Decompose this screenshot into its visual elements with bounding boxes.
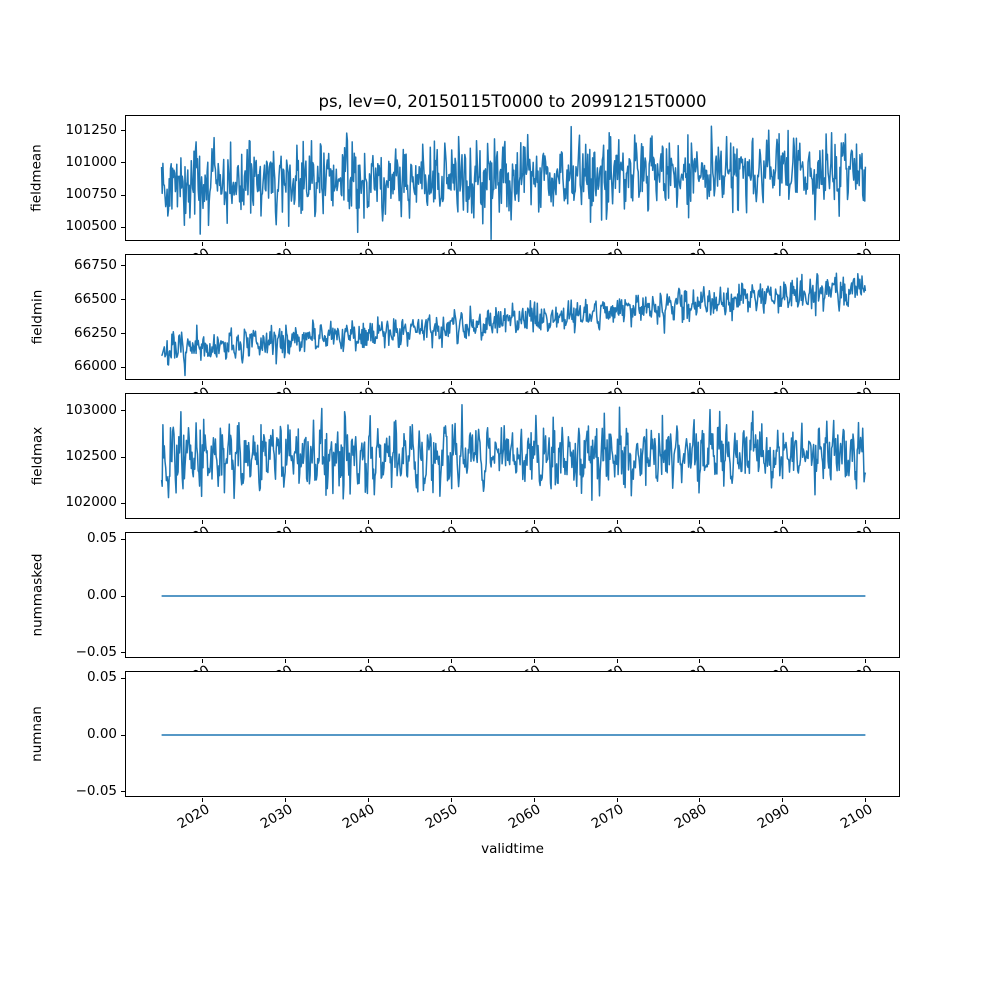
x-tick-mark bbox=[616, 659, 618, 663]
y-tick-label: 103000 bbox=[65, 401, 117, 418]
x-tick-mark bbox=[865, 520, 867, 524]
subplot-fieldmax: fieldmax 1020001025001030002020203020402… bbox=[29, 393, 900, 554]
x-tick-mark bbox=[202, 798, 204, 802]
x-tick-mark bbox=[450, 381, 452, 385]
y-tick-mark bbox=[121, 791, 125, 793]
y-tick-mark bbox=[121, 162, 125, 164]
series-plot bbox=[160, 404, 867, 501]
x-tick-mark bbox=[616, 798, 618, 802]
y-tick-mark bbox=[121, 366, 125, 368]
x-tick-mark bbox=[533, 381, 535, 385]
y-tick-label: 66500 bbox=[74, 290, 117, 307]
y-tick-mark bbox=[121, 595, 125, 597]
y-tick-label: 0.05 bbox=[86, 530, 117, 547]
y-tick-label: 102000 bbox=[65, 494, 117, 511]
subplot-nummasked: nummasked 0.050.00−0.0520202030204020502… bbox=[29, 531, 900, 693]
x-tick-mark bbox=[782, 659, 784, 663]
x-tick-mark bbox=[450, 798, 452, 802]
y-tick-label: −0.05 bbox=[75, 782, 117, 799]
subplot-fieldmean: fieldmean 100500100750101000101250202020… bbox=[29, 115, 900, 276]
x-tick-mark bbox=[616, 520, 618, 524]
y-tick-mark bbox=[121, 410, 125, 412]
x-tick-mark bbox=[285, 242, 287, 246]
x-tick-mark bbox=[367, 798, 369, 802]
chart-title: ps, lev=0, 20150115T0000 to 20991215T000… bbox=[318, 92, 707, 111]
x-tick-mark bbox=[450, 242, 452, 246]
x-tick-mark bbox=[367, 242, 369, 246]
y-tick-mark bbox=[121, 677, 125, 679]
y-tick-label: 66000 bbox=[74, 358, 117, 375]
y-tick-mark bbox=[121, 502, 125, 504]
x-tick-mark bbox=[450, 659, 452, 663]
x-tick-mark bbox=[202, 520, 204, 524]
y-tick-mark bbox=[121, 456, 125, 458]
y-tick-label: 0.00 bbox=[86, 587, 117, 603]
series-plot bbox=[160, 272, 867, 377]
y-tick-mark bbox=[121, 130, 125, 132]
x-tick-mark bbox=[285, 520, 287, 524]
x-tick-mark bbox=[285, 798, 287, 802]
x-tick-mark bbox=[865, 381, 867, 385]
series-plot bbox=[160, 125, 867, 240]
series-plot bbox=[161, 734, 866, 736]
x-tick-mark bbox=[450, 520, 452, 524]
series-line bbox=[160, 272, 867, 377]
y-tick-label: 100500 bbox=[65, 218, 117, 235]
x-tick-mark bbox=[699, 242, 701, 246]
y-tick-label: 0.05 bbox=[86, 669, 117, 686]
y-tick-mark bbox=[121, 652, 125, 654]
y-tick-label: 101250 bbox=[65, 121, 117, 138]
x-tick-mark bbox=[533, 798, 535, 802]
series-line bbox=[160, 125, 867, 240]
y-tick-mark bbox=[121, 265, 125, 267]
x-tick-mark bbox=[865, 659, 867, 663]
y-tick-label: 66750 bbox=[74, 256, 117, 273]
y-tick-label: 102500 bbox=[65, 448, 117, 464]
x-tick-mark bbox=[782, 242, 784, 246]
y-tick-mark bbox=[121, 538, 125, 540]
x-tick-mark bbox=[367, 520, 369, 524]
x-tick-mark bbox=[699, 798, 701, 802]
y-tick-label: 101000 bbox=[65, 153, 117, 170]
x-tick-mark bbox=[202, 381, 204, 385]
y-tick-label: 66250 bbox=[74, 324, 117, 341]
y-tick-mark bbox=[121, 333, 125, 335]
x-tick-mark bbox=[865, 798, 867, 802]
x-tick-mark bbox=[285, 659, 287, 663]
x-tick-mark bbox=[782, 520, 784, 524]
x-tick-mark bbox=[699, 381, 701, 385]
x-tick-mark bbox=[202, 242, 204, 246]
x-tick-mark bbox=[616, 381, 618, 385]
subplot-numnan: numnan 0.05 0.00 −0.05 2020 2030 2040 2050 2060… bbox=[29, 670, 900, 832]
x-tick-mark bbox=[533, 520, 535, 524]
x-tick-mark bbox=[699, 520, 701, 524]
y-tick-mark bbox=[121, 194, 125, 196]
series-plot bbox=[161, 595, 866, 597]
x-tick-mark bbox=[202, 659, 204, 663]
x-tick-mark bbox=[533, 242, 535, 246]
series-line bbox=[160, 404, 867, 501]
x-tick-mark bbox=[699, 659, 701, 663]
y-tick-mark bbox=[121, 226, 125, 228]
x-tick-mark bbox=[865, 242, 867, 246]
x-tick-mark bbox=[285, 381, 287, 385]
x-axis-label: validtime bbox=[481, 841, 544, 857]
x-tick-mark bbox=[616, 242, 618, 246]
x-tick-mark bbox=[533, 659, 535, 663]
y-tick-label: 100750 bbox=[65, 186, 117, 203]
subplot-fieldmin: fieldmin 6600066250665006675020202030204… bbox=[29, 254, 900, 415]
y-tick-label: 0.00 bbox=[86, 726, 117, 742]
y-tick-label: −0.05 bbox=[75, 643, 117, 660]
x-tick-mark bbox=[367, 381, 369, 385]
x-tick-mark bbox=[782, 798, 784, 802]
x-tick-mark bbox=[782, 381, 784, 385]
y-tick-mark bbox=[121, 734, 125, 736]
y-tick-mark bbox=[121, 299, 125, 301]
x-tick-mark bbox=[367, 659, 369, 663]
